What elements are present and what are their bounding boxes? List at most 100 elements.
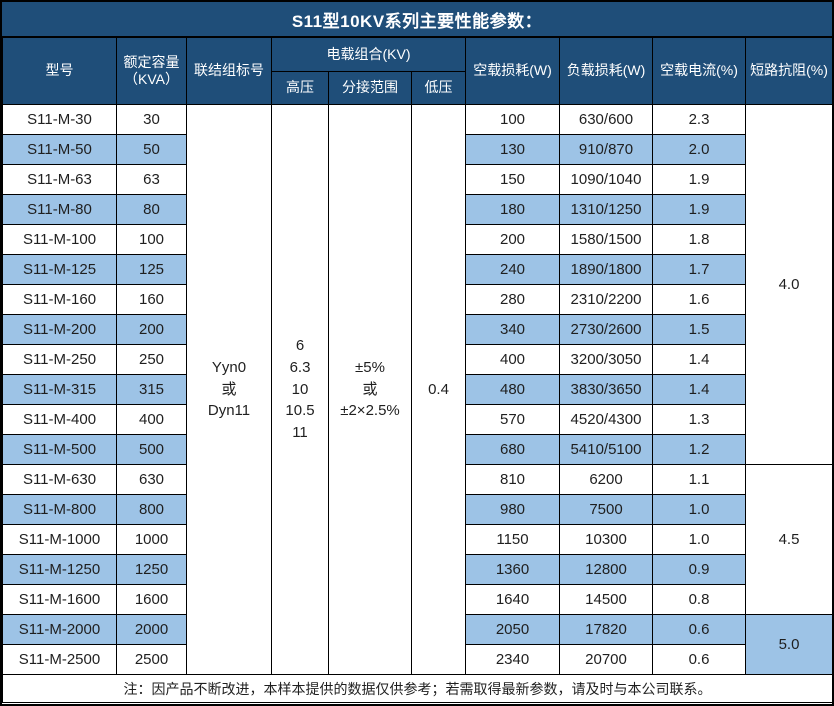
cell-model: S11-M-100	[2, 224, 117, 255]
cell-load-loss: 17820	[559, 614, 653, 645]
cell-no-load-current: 1.1	[652, 464, 746, 495]
cell-capacity: 500	[116, 434, 187, 465]
table-header: 型号 额定容量（KVA） 联结组标号 电载组合(KV) 空载损耗(W) 负载损耗…	[2, 37, 832, 105]
cell-no-load-current: 0.8	[652, 584, 746, 615]
table-row: S11-M-1250 1250 1360 12800 0.9	[2, 554, 833, 585]
cell-load-loss: 6200	[559, 464, 653, 495]
cell-load-loss: 3830/3650	[559, 374, 653, 405]
cell-no-load-loss: 130	[465, 134, 560, 165]
col-header-voltage-group: 电载组合(KV)	[271, 37, 466, 72]
cell-model: S11-M-63	[2, 164, 117, 195]
cell-load-loss: 12800	[559, 554, 653, 585]
table-row: S11-M-200 200 340 2730/2600 1.5	[2, 314, 833, 345]
cell-capacity: 630	[116, 464, 187, 495]
col-header-lv: 低压	[411, 71, 466, 105]
table-row: S11-M-2000 2000 2050 17820 0.6 5.0	[2, 614, 832, 675]
cell-model: S11-M-50	[2, 134, 117, 165]
cell-load-loss: 5410/5100	[559, 434, 653, 465]
table-row: S11-M-800 800 980 7500 1.0	[2, 494, 833, 525]
table-body: S11-M-30 30 Yyn0 或 Dyn11 6 6.3 10 10.5 1…	[2, 104, 833, 675]
cell-capacity: 400	[116, 404, 187, 435]
cell-no-load-current: 1.8	[652, 224, 746, 255]
footnote: 注：因产品不断改进，本样本提供的数据仅供参考；若需取得最新参数，请及时与本公司联…	[2, 674, 832, 703]
cell-model: S11-M-630	[2, 464, 117, 495]
col-header-no-load-current: 空载电流(%)	[652, 37, 746, 105]
cell-no-load-current: 2.0	[652, 134, 746, 165]
cell-no-load-loss: 200	[465, 224, 560, 255]
table-row: S11-M-630 630 810 6200 1.1 4.5	[2, 464, 832, 615]
cell-no-load-loss: 340	[465, 314, 560, 345]
footnote-row: 注：因产品不断改进，本样本提供的数据仅供参考；若需取得最新参数，请及时与本公司联…	[2, 674, 832, 703]
cell-connection-group: Yyn0 或 Dyn11	[186, 104, 272, 675]
cell-no-load-current: 1.7	[652, 254, 746, 285]
cell-no-load-current: 1.0	[652, 524, 746, 555]
cell-load-loss: 4520/4300	[559, 404, 653, 435]
cell-load-loss: 20700	[559, 644, 653, 675]
cell-no-load-current: 2.3	[652, 104, 746, 135]
cell-no-load-current: 1.9	[652, 194, 746, 225]
cell-model: S11-M-800	[2, 494, 117, 525]
cell-model: S11-M-30	[2, 104, 117, 135]
cell-impedance-group-1: 4.0	[745, 104, 832, 465]
cell-model: S11-M-2000	[2, 614, 117, 645]
cell-no-load-loss: 680	[465, 434, 560, 465]
table-row: S11-M-100 100 200 1580/1500 1.8	[2, 224, 833, 255]
cell-capacity: 2500	[116, 644, 187, 675]
cell-capacity: 125	[116, 254, 187, 285]
table-row: S11-M-63 63 150 1090/1040 1.9	[2, 164, 833, 195]
cell-no-load-current: 1.9	[652, 164, 746, 195]
table-row: S11-M-2500 2500 2340 20700 0.6	[2, 644, 833, 675]
cell-capacity: 1600	[116, 584, 187, 615]
cell-capacity: 160	[116, 284, 187, 315]
cell-capacity: 50	[116, 134, 187, 165]
cell-model: S11-M-1000	[2, 524, 117, 555]
cell-capacity: 800	[116, 494, 187, 525]
table-row: S11-M-500 500 680 5410/5100 1.2	[2, 434, 833, 465]
cell-model: S11-M-315	[2, 374, 117, 405]
cell-hv-voltage: 6 6.3 10 10.5 11	[271, 104, 329, 675]
cell-no-load-current: 1.4	[652, 374, 746, 405]
cell-no-load-current: 0.9	[652, 554, 746, 585]
cell-capacity: 1000	[116, 524, 187, 555]
table-row: S11-M-50 50 130 910/870 2.0	[2, 134, 833, 165]
cell-load-loss: 10300	[559, 524, 653, 555]
cell-no-load-current: 1.5	[652, 314, 746, 345]
cell-no-load-loss: 180	[465, 194, 560, 225]
cell-capacity: 1250	[116, 554, 187, 585]
cell-impedance-group-2: 4.5	[745, 464, 832, 615]
cell-load-loss: 910/870	[559, 134, 653, 165]
cell-capacity: 315	[116, 374, 187, 405]
table-row: S11-M-80 80 180 1310/1250 1.9	[2, 194, 833, 225]
cell-load-loss: 7500	[559, 494, 653, 525]
cell-capacity: 200	[116, 314, 187, 345]
cell-model: S11-M-80	[2, 194, 117, 225]
cell-load-loss: 1890/1800	[559, 254, 653, 285]
cell-no-load-loss: 240	[465, 254, 560, 285]
cell-load-loss: 2730/2600	[559, 314, 653, 345]
cell-no-load-loss: 1150	[465, 524, 560, 555]
col-header-impedance: 短路抗阻(%)	[745, 37, 832, 105]
table-title: S11型10KV系列主要性能参数：	[2, 2, 832, 37]
cell-model: S11-M-500	[2, 434, 117, 465]
col-header-load-loss: 负载损耗(W)	[559, 37, 653, 105]
cell-no-load-loss: 1360	[465, 554, 560, 585]
cell-load-loss: 1580/1500	[559, 224, 653, 255]
table-row: S11-M-1000 1000 1150 10300 1.0	[2, 524, 833, 555]
col-header-no-load-loss: 空载损耗(W)	[465, 37, 560, 105]
cell-model: S11-M-125	[2, 254, 117, 285]
cell-no-load-loss: 400	[465, 344, 560, 375]
cell-no-load-loss: 2050	[465, 614, 560, 645]
col-header-hv: 高压	[271, 71, 329, 105]
cell-no-load-current: 1.6	[652, 284, 746, 315]
cell-model: S11-M-1250	[2, 554, 117, 585]
table-row: S11-M-400 400 570 4520/4300 1.3	[2, 404, 833, 435]
cell-no-load-current: 0.6	[652, 644, 746, 675]
spec-table: 型号 额定容量（KVA） 联结组标号 电载组合(KV) 空载损耗(W) 负载损耗…	[2, 37, 833, 703]
cell-model: S11-M-400	[2, 404, 117, 435]
cell-no-load-current: 1.3	[652, 404, 746, 435]
cell-no-load-loss: 2340	[465, 644, 560, 675]
cell-no-load-loss: 570	[465, 404, 560, 435]
cell-capacity: 30	[116, 104, 187, 135]
cell-load-loss: 14500	[559, 584, 653, 615]
